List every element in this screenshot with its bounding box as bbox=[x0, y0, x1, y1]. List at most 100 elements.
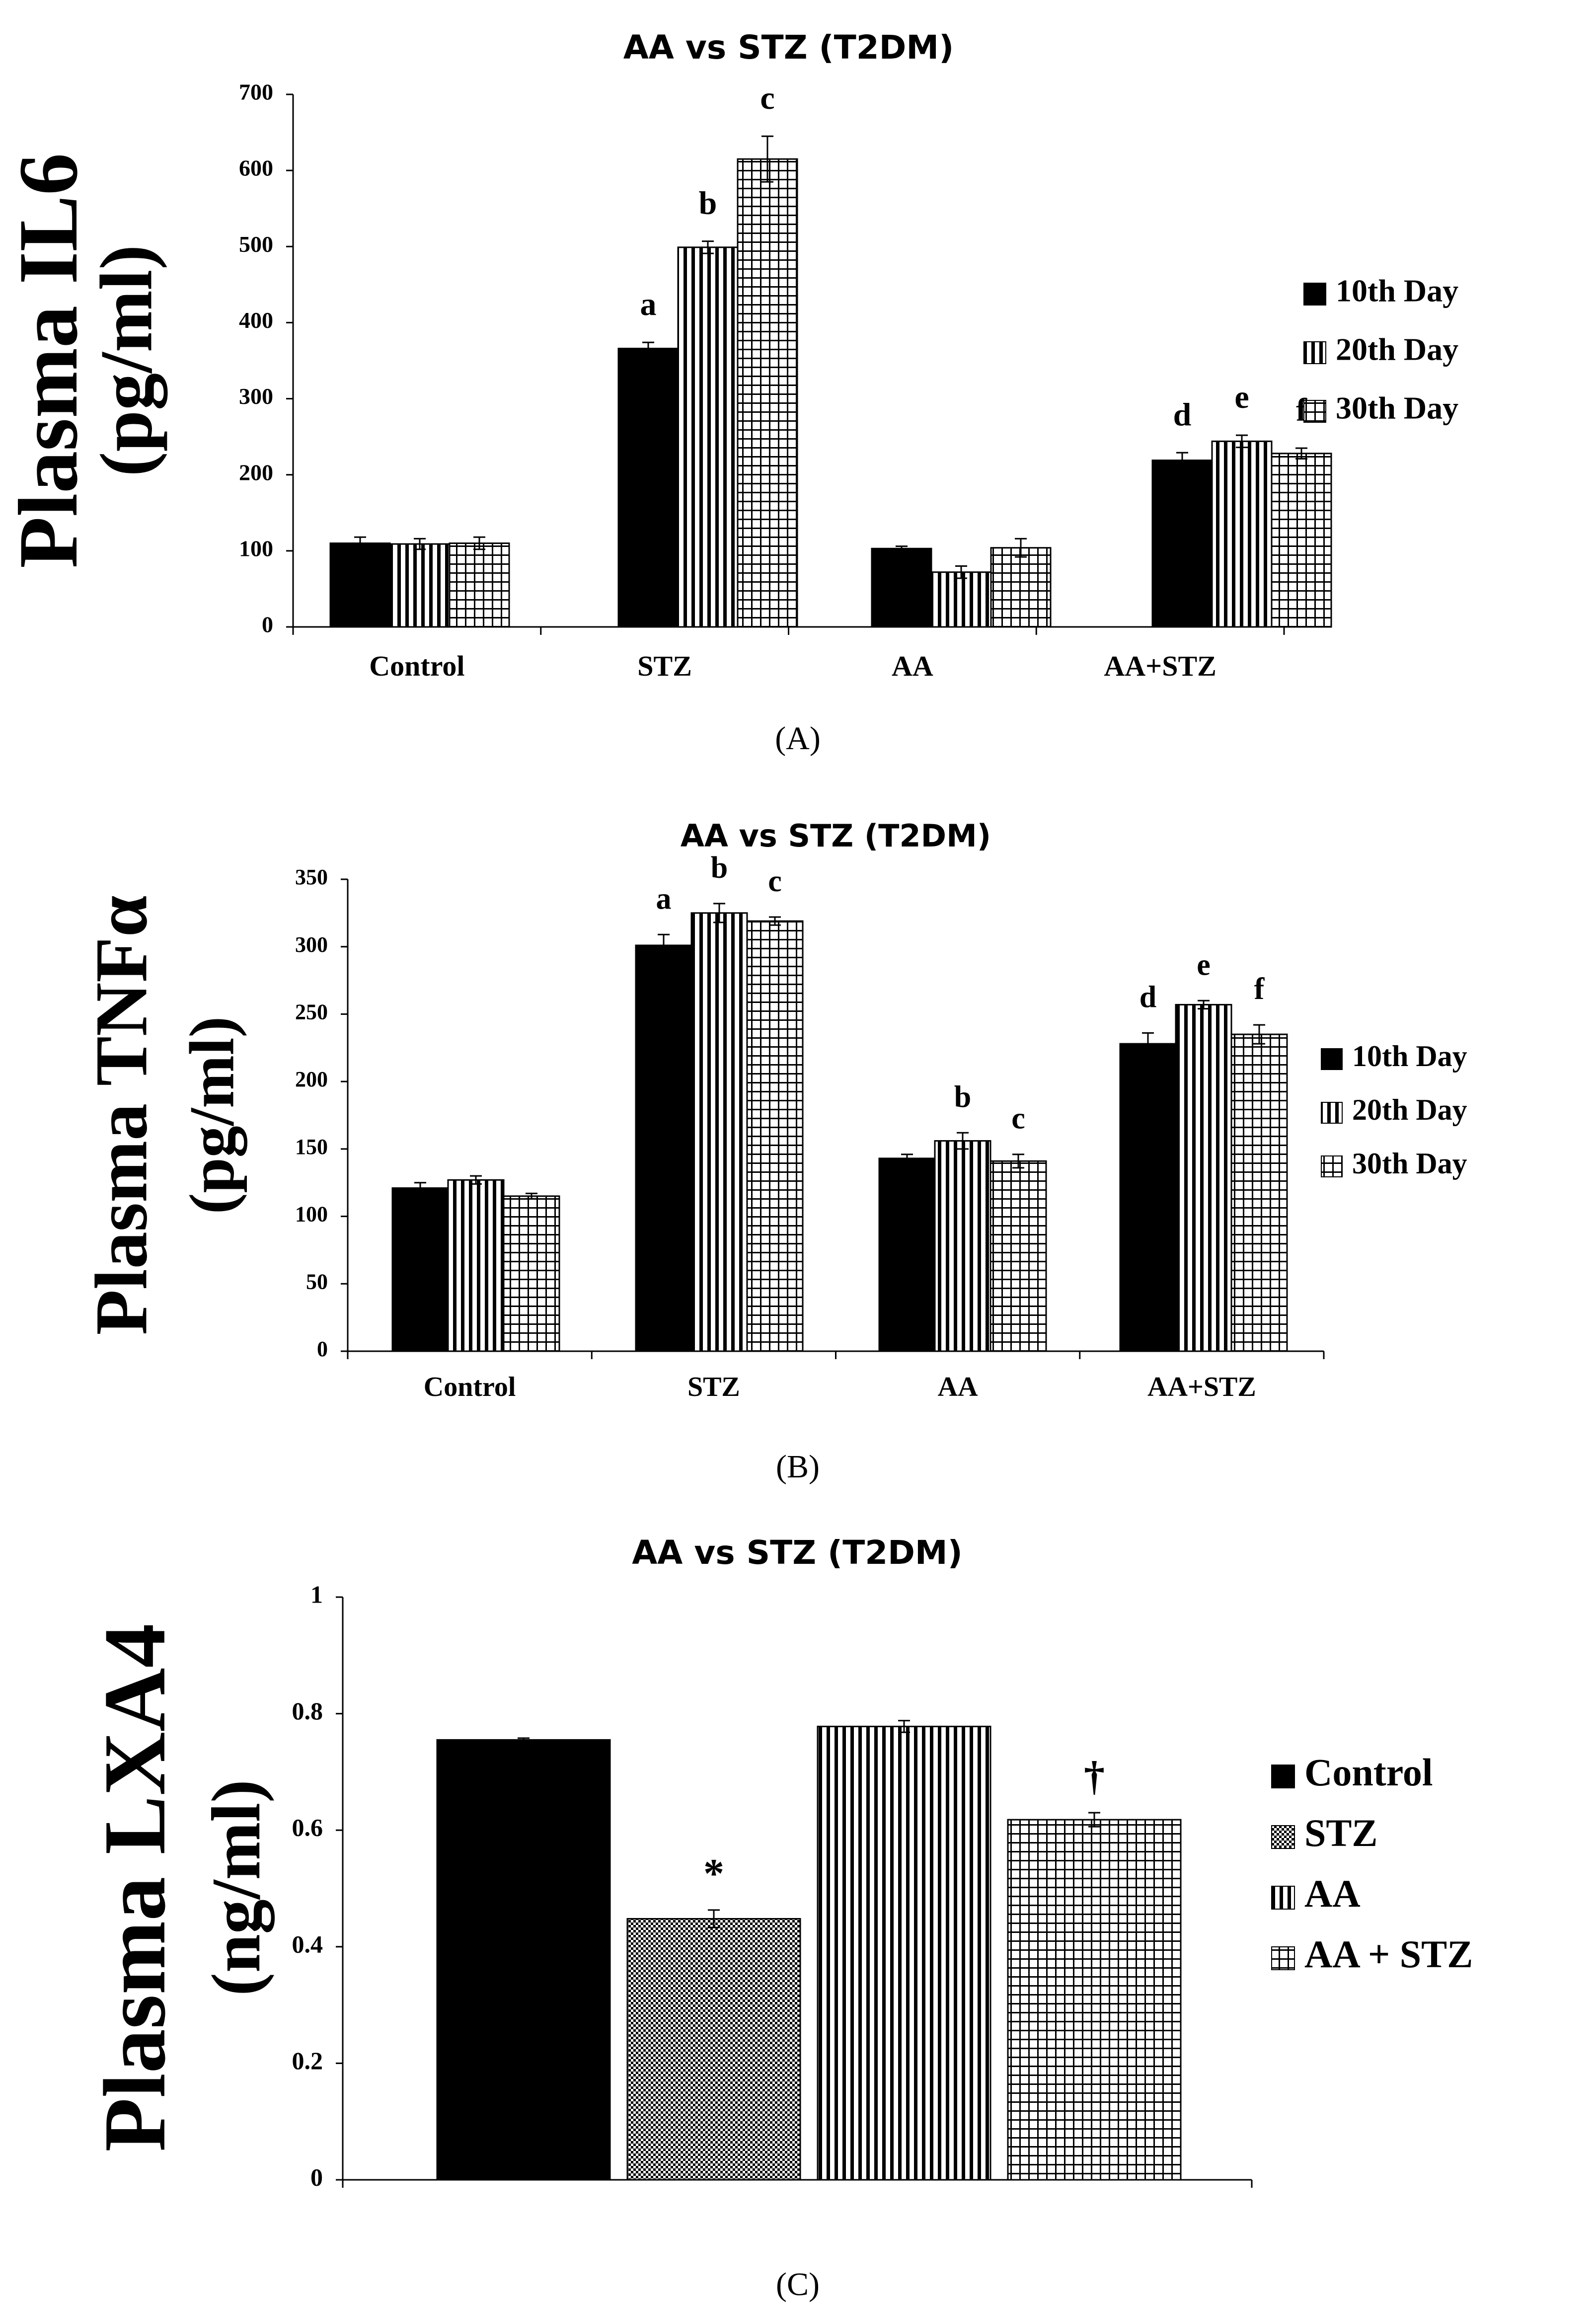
chart-title: AA vs STZ (T2DM) bbox=[681, 818, 991, 854]
bar bbox=[746, 920, 804, 1352]
y-axis-unit-label: (pg/ml) bbox=[85, 245, 167, 477]
bar bbox=[990, 547, 1052, 628]
legend-label: 30th Day bbox=[1352, 1147, 1467, 1180]
y-tick-label: 100 bbox=[239, 536, 273, 561]
bar bbox=[1175, 1003, 1232, 1352]
bar bbox=[989, 1160, 1047, 1352]
legend-label: 30th Day bbox=[1336, 390, 1458, 426]
y-tick-label: 600 bbox=[239, 155, 273, 181]
chart-panel-B: AA vs STZ (T2DM) Plasma TNFα (pg/ml) 0 50 100… bbox=[80, 818, 1467, 1485]
legend-swatch bbox=[1303, 283, 1326, 306]
bar bbox=[677, 246, 739, 628]
y-axis-label: Plasma IL6 bbox=[1, 153, 95, 568]
legend-label: STZ bbox=[1304, 1811, 1377, 1854]
legend-swatch bbox=[1271, 1886, 1295, 1910]
legend-swatch bbox=[1321, 1155, 1343, 1177]
y-tick-label: 0 bbox=[310, 2163, 323, 2191]
x-category-label: STZ bbox=[687, 1372, 740, 1402]
y-tick-label: 0.4 bbox=[292, 1930, 323, 1958]
y-tick-label: 0.2 bbox=[292, 2047, 323, 2075]
significance-label: c bbox=[1011, 1102, 1025, 1136]
bar bbox=[1211, 440, 1273, 628]
legend-swatch bbox=[1303, 341, 1326, 364]
bar bbox=[447, 1179, 505, 1352]
bar bbox=[817, 1725, 991, 2181]
significance-label: † bbox=[1084, 1753, 1105, 1799]
x-category-label: AA bbox=[892, 650, 933, 682]
x-category-label: STZ bbox=[637, 650, 692, 682]
bar bbox=[617, 347, 679, 628]
panel-caption: (A) bbox=[775, 720, 821, 757]
chart-panel-A: AA vs STZ (T2DM) Plasma IL6(pg/ml) 0 100 200… bbox=[1, 28, 1458, 757]
y-tick-label: 100 bbox=[295, 1202, 328, 1227]
legend-label: 20th Day bbox=[1336, 332, 1458, 367]
y-tick-label: 50 bbox=[306, 1269, 328, 1294]
bar bbox=[626, 1918, 801, 2181]
significance-label: f bbox=[1254, 972, 1265, 1006]
significance-label: e bbox=[1197, 948, 1211, 982]
significance-label: a bbox=[640, 286, 657, 322]
bar bbox=[1271, 453, 1332, 628]
legend-swatch bbox=[1271, 1946, 1295, 1970]
legend-swatch bbox=[1271, 1765, 1295, 1788]
legend-label: Control bbox=[1304, 1751, 1433, 1794]
y-axis-unit-label: (ng/ml) bbox=[198, 1779, 275, 1996]
y-tick-label: 150 bbox=[295, 1135, 328, 1159]
significance-label: c bbox=[760, 80, 774, 116]
significance-label: b bbox=[954, 1080, 971, 1114]
significance-label: b bbox=[711, 851, 728, 885]
y-tick-label: 200 bbox=[239, 460, 273, 485]
bar bbox=[1119, 1043, 1177, 1352]
legend-label: 20th Day bbox=[1352, 1093, 1467, 1126]
y-tick-label: 0 bbox=[317, 1337, 328, 1361]
bar bbox=[329, 542, 391, 628]
legend-swatch bbox=[1321, 1102, 1343, 1124]
significance-label: d bbox=[1173, 396, 1192, 433]
chart-title: AA vs STZ (T2DM) bbox=[623, 28, 954, 67]
y-tick-label: 0.6 bbox=[292, 1814, 323, 1842]
bar bbox=[1007, 1819, 1182, 2181]
y-tick-label: 0 bbox=[262, 612, 273, 637]
x-category-label: Control bbox=[369, 650, 464, 682]
bar bbox=[871, 547, 932, 628]
bar bbox=[635, 944, 692, 1352]
x-category-label: AA+STZ bbox=[1147, 1372, 1256, 1402]
legend-swatch bbox=[1271, 1825, 1295, 1849]
significance-label: d bbox=[1140, 980, 1156, 1014]
legend-swatch bbox=[1303, 400, 1326, 423]
significance-label: c bbox=[768, 864, 782, 898]
panel-caption: (B) bbox=[776, 1449, 820, 1485]
y-axis-label: Plasma LXA4 bbox=[85, 1623, 184, 2152]
y-axis-label: Plasma TNFα bbox=[80, 895, 162, 1335]
chart-title: AA vs STZ (T2DM) bbox=[632, 1534, 963, 1572]
bar bbox=[391, 1187, 449, 1352]
significance-label: b bbox=[699, 185, 717, 222]
legend-swatch bbox=[1321, 1048, 1343, 1070]
bar bbox=[930, 571, 992, 628]
bar bbox=[389, 543, 451, 628]
legend-label: 10th Day bbox=[1352, 1040, 1467, 1073]
significance-label: a bbox=[656, 882, 672, 916]
bar bbox=[737, 158, 798, 628]
y-tick-label: 0.8 bbox=[292, 1697, 323, 1725]
chart-panel-C: AA vs STZ (T2DM) Plasma LXA4 (ng/ml) 0 0.2 0.… bbox=[85, 1534, 1473, 2303]
y-tick-label: 300 bbox=[295, 932, 328, 957]
y-tick-label: 300 bbox=[239, 384, 273, 409]
legend-label: 10th Day bbox=[1336, 273, 1458, 308]
significance-label: * bbox=[703, 1850, 724, 1897]
y-tick-label: 500 bbox=[239, 231, 273, 257]
y-tick-label: 700 bbox=[239, 79, 273, 105]
x-category-label: AA bbox=[938, 1372, 978, 1402]
bar bbox=[1151, 460, 1213, 628]
bar bbox=[934, 1140, 991, 1352]
panel-caption: (C) bbox=[776, 2266, 820, 2303]
x-category-label: Control bbox=[424, 1372, 516, 1402]
bar bbox=[878, 1157, 936, 1352]
bar bbox=[449, 542, 510, 628]
y-tick-label: 400 bbox=[239, 307, 273, 333]
y-tick-label: 1 bbox=[310, 1580, 323, 1608]
legend-label: AA bbox=[1304, 1872, 1361, 1915]
bar bbox=[436, 1739, 611, 2181]
significance-label: e bbox=[1234, 379, 1249, 415]
